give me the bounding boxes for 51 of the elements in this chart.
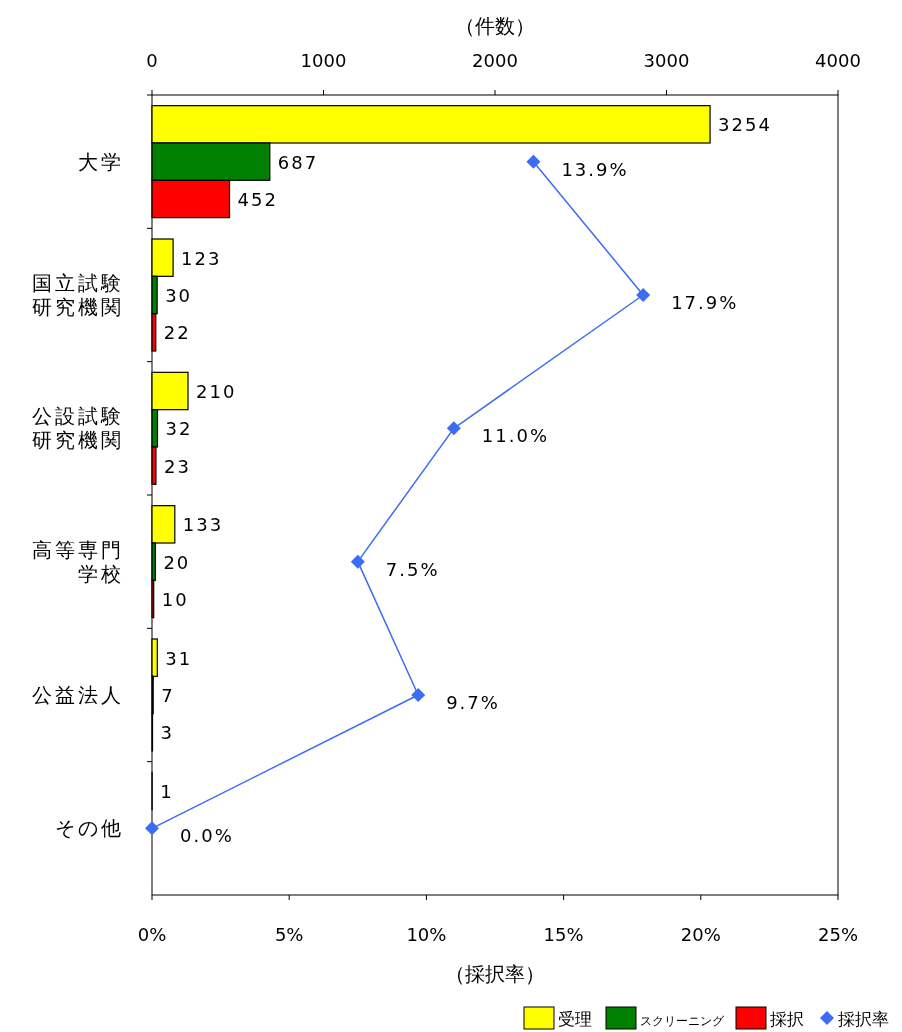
point (411, 688, 426, 702)
y-tick-label: 大学 (78, 149, 124, 174)
legend-label: スクリーニング (640, 1014, 725, 1028)
data-label: 687 (277, 151, 319, 173)
legend-label: 採択 (770, 1009, 804, 1029)
point (446, 421, 461, 436)
data-label: 7 (161, 685, 175, 706)
x-axis-title: （採択率） (445, 962, 545, 986)
data-label: 9.7% (446, 692, 500, 713)
data-label: 3254 (718, 114, 772, 136)
point (526, 154, 541, 169)
data-label: 133 (182, 514, 224, 536)
data-label: 30 (165, 285, 193, 306)
y-tick-label: 公設試験研究機関 (32, 404, 124, 453)
y-tick-label: 高等専門学校 (32, 537, 124, 586)
data-label: 3 (160, 722, 174, 744)
x2-axis-title: （件数） (455, 14, 535, 38)
x-tick-label: 15% (543, 924, 584, 945)
x2-tick-label: 3000 (643, 50, 690, 71)
y-tick-label: 公益法人 (32, 683, 124, 707)
data-label: 32 (165, 418, 193, 440)
data-label: 1 (160, 781, 174, 802)
data-label: 0.0% (180, 825, 234, 847)
legend-label: 採択率 (838, 1009, 889, 1029)
x-tick-label: 5% (274, 924, 304, 945)
data-label: 10 (161, 589, 189, 610)
x2-tick-label: 0 (146, 50, 158, 71)
point (145, 821, 159, 836)
data-label: 17.9% (671, 292, 739, 313)
data-label: 31 (165, 647, 193, 669)
data-label: 123 (181, 247, 222, 269)
x-tick-label: 10% (406, 924, 447, 945)
data-label: 210 (196, 381, 237, 402)
data-label: 452 (237, 189, 278, 210)
data-label: 20 (163, 551, 191, 573)
x2-tick-label: 4000 (815, 50, 861, 71)
legend-label: 受理 (558, 1009, 592, 1029)
data-label: 11.0% (481, 425, 550, 447)
x-tick-label: 0% (137, 924, 167, 945)
x-tick-label: 25% (817, 924, 859, 945)
data-label: 22 (163, 322, 191, 344)
point (350, 554, 365, 569)
x2-tick-label: 1000 (300, 50, 347, 71)
x-tick-label: 20% (680, 924, 721, 945)
data-label: 23 (163, 455, 191, 477)
data-label: 7.5% (385, 558, 440, 580)
x2-tick-label: 2000 (472, 50, 518, 71)
data-label: 13.9% (561, 158, 629, 180)
y-tick-label: その他 (55, 816, 124, 841)
point (636, 288, 651, 302)
y-tick-label: 国立試験研究機関 (32, 271, 124, 319)
